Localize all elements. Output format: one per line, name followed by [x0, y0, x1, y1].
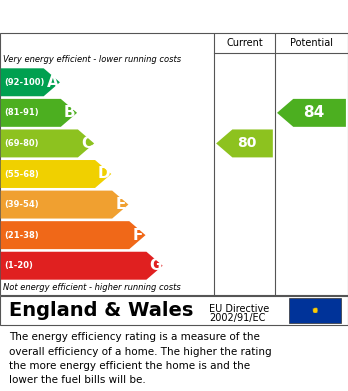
Text: (81-91): (81-91) [4, 108, 39, 117]
Text: C: C [81, 136, 93, 151]
Text: ★: ★ [314, 307, 318, 312]
Text: EU Directive: EU Directive [209, 304, 269, 314]
Polygon shape [277, 99, 346, 127]
Text: ★: ★ [312, 307, 317, 312]
Bar [289, 298, 341, 323]
Text: D: D [98, 167, 110, 181]
Text: ★: ★ [313, 307, 317, 312]
Polygon shape [1, 252, 163, 280]
Text: ★: ★ [312, 309, 317, 314]
Polygon shape [216, 129, 273, 158]
Text: 2002/91/EC: 2002/91/EC [209, 313, 265, 323]
Text: ★: ★ [313, 307, 318, 312]
Polygon shape [1, 190, 128, 219]
Text: overall efficiency of a home. The higher the rating: overall efficiency of a home. The higher… [9, 347, 271, 357]
Text: lower the fuel bills will be.: lower the fuel bills will be. [9, 375, 145, 386]
Text: The energy efficiency rating is a measure of the: The energy efficiency rating is a measur… [9, 332, 260, 343]
Text: ★: ★ [313, 309, 317, 314]
Text: ★: ★ [312, 307, 316, 312]
Polygon shape [1, 99, 77, 127]
Text: ★: ★ [314, 308, 318, 314]
Text: E: E [116, 197, 126, 212]
Text: (69-80): (69-80) [4, 139, 39, 148]
Text: ★: ★ [313, 309, 318, 314]
Text: ★: ★ [312, 308, 316, 313]
Text: Not energy efficient - higher running costs: Not energy efficient - higher running co… [3, 283, 181, 292]
Text: A: A [47, 75, 58, 90]
Text: Energy Efficiency Rating: Energy Efficiency Rating [60, 7, 288, 25]
Text: Very energy efficient - lower running costs: Very energy efficient - lower running co… [3, 56, 182, 65]
Text: (39-54): (39-54) [4, 200, 39, 209]
Text: G: G [149, 258, 161, 273]
Text: ★: ★ [314, 308, 318, 313]
Polygon shape [1, 129, 94, 158]
Text: (55-68): (55-68) [4, 170, 39, 179]
Text: Potential: Potential [290, 38, 333, 48]
Polygon shape [1, 221, 145, 249]
Text: (92-100): (92-100) [4, 78, 45, 87]
Text: Current: Current [226, 38, 263, 48]
Polygon shape [1, 68, 60, 96]
Text: B: B [64, 105, 76, 120]
Text: F: F [133, 228, 143, 243]
Text: the more energy efficient the home is and the: the more energy efficient the home is an… [9, 361, 250, 371]
Text: 84: 84 [303, 105, 325, 120]
Polygon shape [1, 160, 111, 188]
Text: 80: 80 [237, 136, 256, 151]
Text: (1-20): (1-20) [4, 261, 33, 270]
Text: ★: ★ [312, 308, 316, 314]
Text: (21-38): (21-38) [4, 231, 39, 240]
Text: England & Wales: England & Wales [9, 301, 193, 320]
